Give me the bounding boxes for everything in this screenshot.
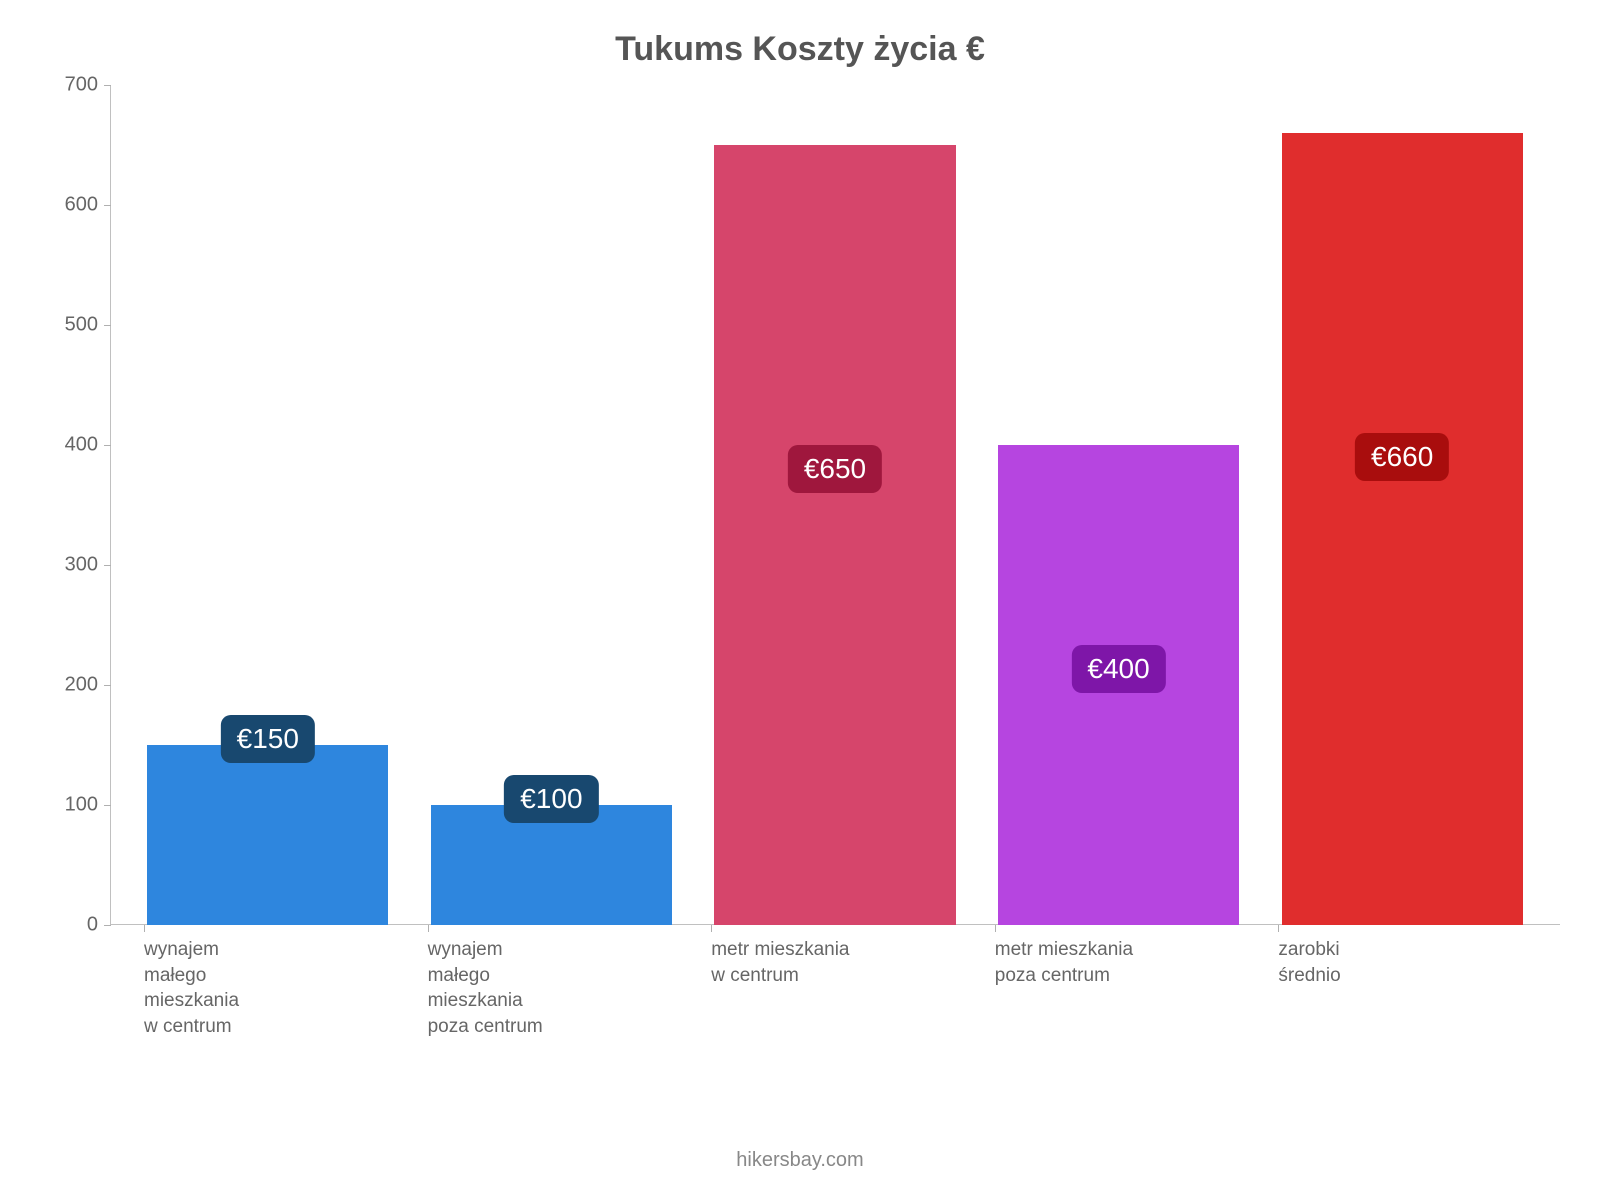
value-badge: €650: [788, 445, 882, 493]
y-tick-label: 100: [40, 794, 98, 817]
bar-slot: €400: [977, 85, 1261, 925]
y-axis: 0100200300400500600700: [40, 85, 110, 925]
bar: €400: [998, 445, 1239, 925]
x-axis-label: wynajem małego mieszkania w centrum: [126, 937, 410, 1040]
y-tick-label: 300: [40, 554, 98, 577]
y-tick-label: 700: [40, 74, 98, 97]
bar: €650: [714, 145, 955, 925]
x-axis-label: zarobki średnio: [1260, 937, 1544, 1040]
bar-slot: €100: [410, 85, 694, 925]
y-tick-label: 0: [40, 914, 98, 937]
y-tick-label: 500: [40, 314, 98, 337]
x-axis-label: metr mieszkania w centrum: [693, 937, 977, 1040]
value-badge: €400: [1071, 645, 1165, 693]
x-axis-labels: wynajem małego mieszkania w centrumwynaj…: [110, 925, 1560, 1040]
y-tick-label: 200: [40, 674, 98, 697]
y-tick-label: 600: [40, 194, 98, 217]
bars-group: €150 €100 €650 €400 €660: [110, 85, 1560, 925]
x-axis-label: wynajem małego mieszkania poza centrum: [410, 937, 694, 1040]
bar-slot: €660: [1260, 85, 1544, 925]
bar: €100: [431, 805, 672, 925]
chart-container: Tukums Koszty życia € 0 100 200 300 400 500 60…: [0, 0, 1600, 1200]
bar-slot: €650: [693, 85, 977, 925]
chart-title: Tukums Koszty życia €: [40, 30, 1560, 69]
x-axis-label: metr mieszkania poza centrum: [977, 937, 1261, 1040]
value-badge: €660: [1355, 433, 1449, 481]
value-badge: €100: [504, 775, 598, 823]
y-tick-label: 400: [40, 434, 98, 457]
attribution-text: hikersbay.com: [0, 1149, 1600, 1172]
value-badge: €150: [221, 715, 315, 763]
bar: €150: [147, 745, 388, 925]
bar-slot: €150: [126, 85, 410, 925]
plot-area: 0100200300400500600700 €150€100€650€400€…: [40, 85, 1560, 925]
bar: €660: [1282, 133, 1523, 925]
